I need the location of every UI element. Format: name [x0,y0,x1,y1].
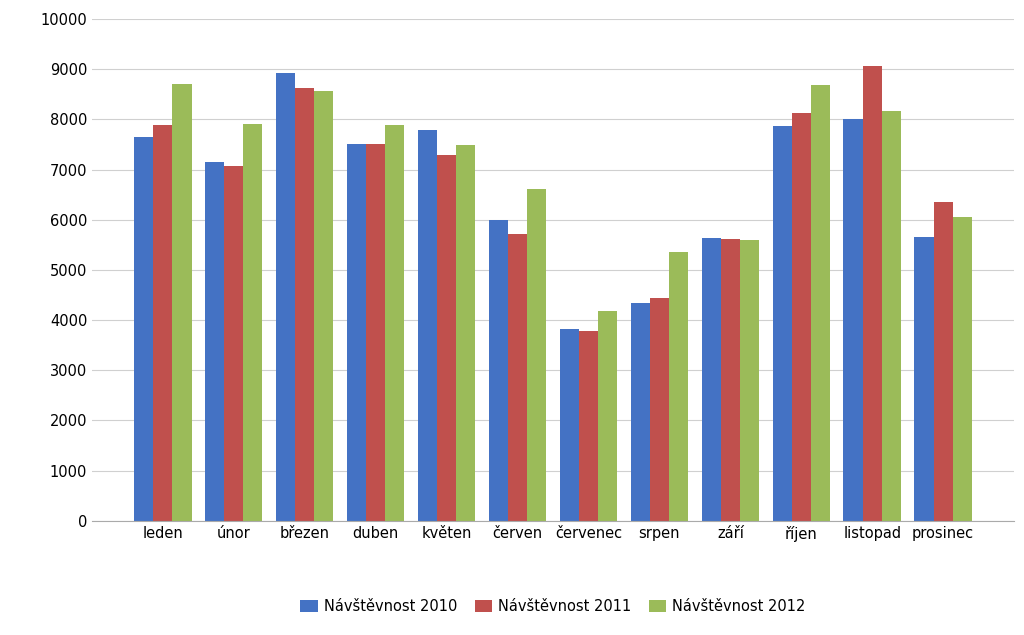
Bar [914,237,934,521]
Bar [650,298,669,521]
Bar [172,84,191,521]
Bar [244,124,262,521]
Bar [862,66,882,521]
Bar [882,111,901,521]
Legend: Návštěvnost 2010, Návštěvnost 2011, Návštěvnost 2012: Návštěvnost 2010, Návštěvnost 2011, Návš… [295,593,811,620]
Bar [366,144,385,521]
Bar [508,234,527,521]
Bar [772,126,792,521]
Bar [347,145,366,521]
Bar [792,113,811,521]
Bar [437,156,456,521]
Bar [314,91,334,521]
Bar [669,252,688,521]
Bar [224,166,244,521]
Bar [952,217,972,521]
Bar [740,240,759,521]
Bar [721,239,740,521]
Bar [811,84,830,521]
Bar [275,73,295,521]
Bar [527,189,546,521]
Bar [134,137,154,521]
Bar [560,329,579,521]
Bar [844,119,862,521]
Bar [488,220,508,521]
Bar [631,303,650,521]
Bar [456,145,475,521]
Bar [385,125,404,521]
Bar [701,238,721,521]
Bar [295,88,314,521]
Bar [205,162,224,521]
Bar [418,130,437,521]
Bar [154,125,172,521]
Bar [579,331,598,521]
Bar [598,311,617,521]
Bar [934,202,952,521]
